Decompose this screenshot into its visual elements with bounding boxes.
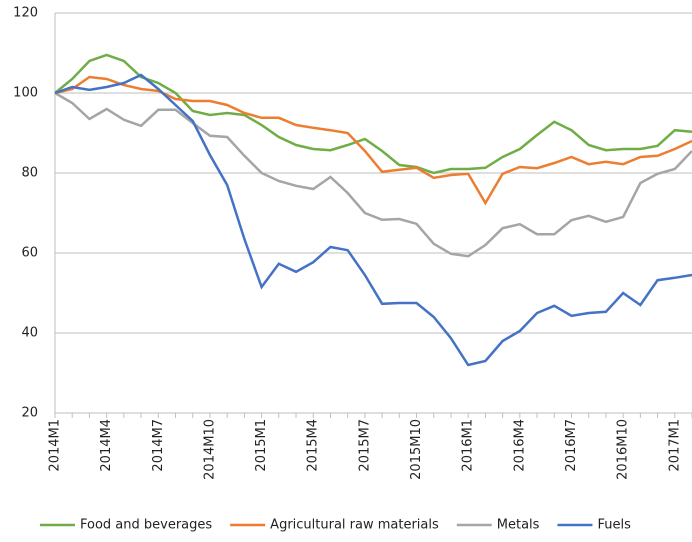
series-line — [54, 75, 692, 206]
x-tick-label: 2014M4 — [99, 419, 114, 472]
legend-label: Metals — [497, 518, 540, 533]
series-line — [54, 53, 692, 175]
y-tick-label: 20 — [21, 406, 38, 421]
x-tick-label: 2016M1 — [461, 419, 476, 472]
x-tick-label: 2014M10 — [202, 419, 217, 480]
x-tick-label: 2014M1 — [48, 419, 63, 472]
y-tick-label: 60 — [21, 246, 38, 261]
x-tick-label: 2015M10 — [409, 419, 424, 480]
x-tick-label: 2015M4 — [306, 419, 321, 472]
legend-label: Agricultural raw materials — [270, 518, 439, 533]
y-tick-label: 100 — [13, 86, 38, 101]
x-tick-label: 2014M7 — [151, 419, 166, 472]
x-tick-label: 2016M10 — [616, 419, 631, 480]
x-tick-label: 2016M4 — [512, 419, 527, 472]
y-tick-label: 120 — [13, 6, 38, 21]
series-line — [54, 91, 692, 258]
x-tick-label: 2016M7 — [564, 419, 579, 472]
y-tick-label: 80 — [21, 166, 38, 181]
y-tick-label: 40 — [21, 326, 38, 341]
legend-label: Food and beverages — [80, 518, 212, 533]
series-line — [54, 73, 692, 367]
legend-label: Fuels — [597, 518, 631, 533]
x-tick-label: 2015M1 — [254, 419, 269, 472]
x-tick-label: 2015M7 — [357, 419, 372, 472]
x-tick-label: 2017M1 — [667, 419, 682, 472]
